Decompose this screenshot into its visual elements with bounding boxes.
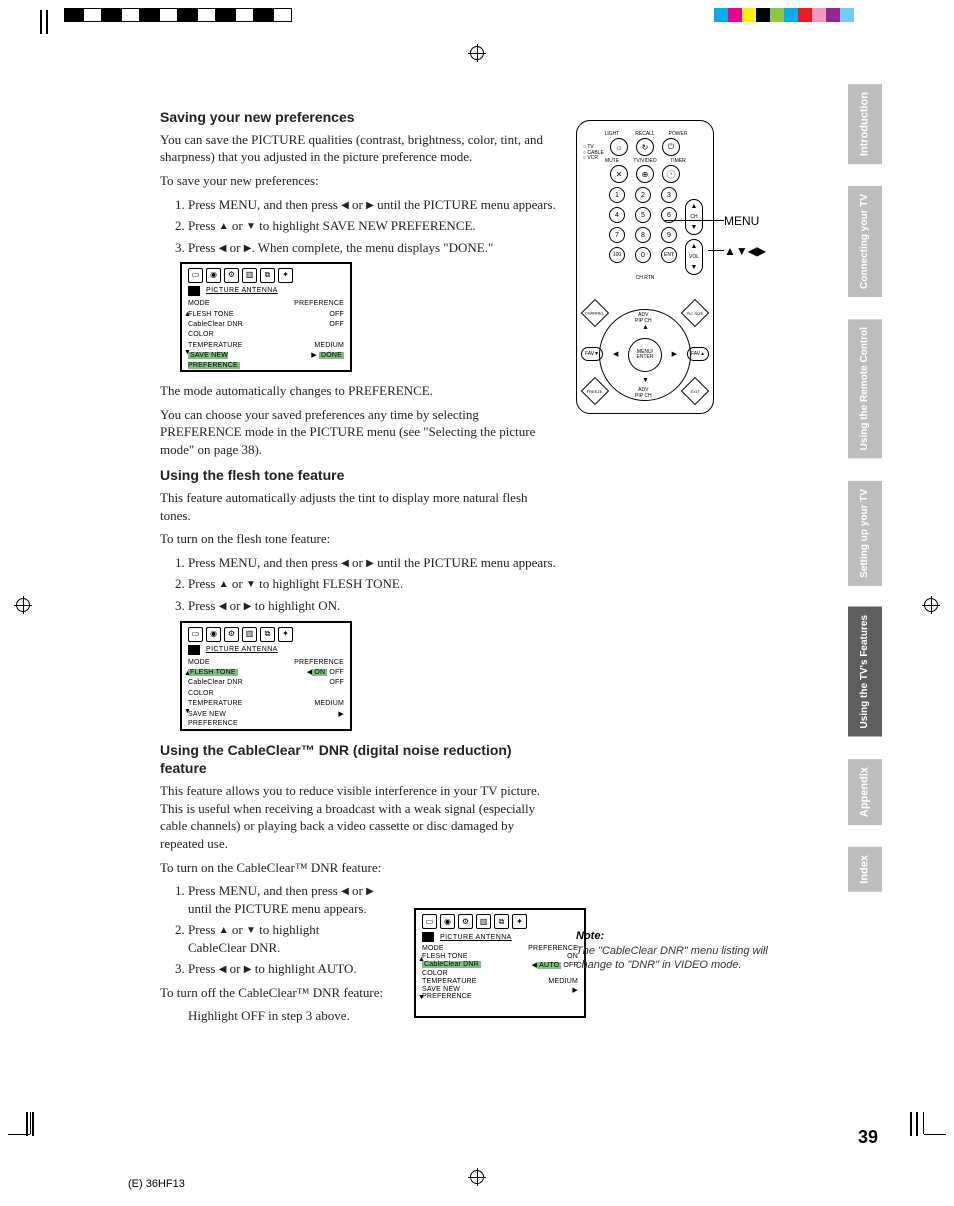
sec3-li3: Press ◀ or ▶ to highlight AUTO.	[188, 960, 380, 978]
left-arrow-icon: ◀	[219, 963, 227, 977]
right-arrow-icon: ▶	[366, 885, 374, 899]
right-arrow-icon: ▶	[244, 242, 252, 256]
remote-ch-vol: ▲CH▼ ▲VOL▼	[685, 199, 703, 275]
sec1-p1: You can save the PICTURE qualities (cont…	[160, 131, 560, 166]
remote-diagram: ○ TV○ CABLE○ VCR LIGHTRECALLPOWER ☼↻⏻ MU…	[576, 120, 714, 414]
tab-remote[interactable]: Using the Remote Control	[848, 319, 882, 458]
heading-saving: Saving your new preferences	[160, 108, 560, 127]
sec1-p3: The mode automatically changes to PREFER…	[160, 382, 560, 400]
tab-connecting[interactable]: Connecting your TV	[848, 186, 882, 297]
up-arrow-icon: ▲	[219, 578, 229, 592]
sec2-li1: Press MENU, and then press ◀ or ▶ until …	[188, 554, 560, 572]
sec3-p1: This feature allows you to reduce visibl…	[160, 782, 560, 852]
right-arrow-icon: ▶	[366, 557, 374, 571]
sec1-p2: To save your new preferences:	[160, 172, 560, 190]
heading-flesh-tone: Using the flesh tone feature	[160, 466, 560, 485]
callout-menu: MENU	[724, 214, 759, 228]
calibration-strip	[0, 8, 954, 22]
right-arrow-icon: ▶	[244, 963, 252, 977]
registration-target-bottom	[468, 1168, 486, 1186]
left-arrow-icon: ◀	[341, 557, 349, 571]
footer-model: (E) 36HF13	[128, 1178, 185, 1190]
sec1-li1: Press MENU, and then press ◀ or ▶ until …	[188, 196, 560, 214]
callout-arrows: ▲▼◀▶	[724, 244, 766, 258]
tab-appendix[interactable]: Appendix	[848, 759, 882, 825]
main-content: Saving your new preferences You can save…	[160, 108, 560, 1031]
sec1-list: Press MENU, and then press ◀ or ▶ until …	[160, 196, 560, 257]
remote-fav-right: FAV▲	[687, 347, 709, 361]
down-arrow-icon: ▼	[246, 924, 256, 938]
down-arrow-icon: ▼	[246, 220, 256, 234]
up-arrow-icon: ▲	[219, 924, 229, 938]
sec2-list: Press MENU, and then press ◀ or ▶ until …	[160, 554, 560, 615]
right-arrow-icon: ▶	[366, 199, 374, 213]
osd-screenshot-2: ▭◉⚙▥⧉✦ PICTURE ANTENNA MODEPREFERENCE ▲ …	[180, 621, 352, 731]
sec1-p4: You can choose your saved preferences an…	[160, 406, 560, 459]
tab-index[interactable]: Index	[848, 847, 882, 892]
sec2-p1: This feature automatically adjusts the t…	[160, 489, 560, 524]
tab-setup[interactable]: Setting up your TV	[848, 481, 882, 586]
sec3-li2: Press ▲ or ▼ to highlight CableClear DNR…	[188, 921, 380, 956]
sec3-p2: To turn on the CableClear™ DNR feature:	[160, 859, 560, 877]
reg-bars-tl	[40, 10, 64, 34]
page-number: 39	[858, 1127, 878, 1148]
remote-fav-left: FAV▼	[581, 347, 603, 361]
sec2-p2: To turn on the flesh tone feature:	[160, 530, 560, 548]
tab-features[interactable]: Using the TV's Features	[848, 607, 882, 737]
right-arrow-icon: ▶	[244, 600, 252, 614]
sec2-li3: Press ◀ or ▶ to highlight ON.	[188, 597, 560, 615]
note-box: Note: The "CableClear DNR" menu listing …	[576, 930, 796, 973]
note-body: The "CableClear DNR" menu listing will c…	[576, 944, 796, 973]
sec1-li2: Press ▲ or ▼ to highlight SAVE NEW PREFE…	[188, 217, 560, 235]
registration-target-right	[922, 596, 940, 614]
reg-bars-br	[894, 1112, 918, 1136]
color-squares	[714, 8, 854, 22]
registration-target-top	[468, 44, 486, 62]
remote-dpad: MENU/ ENTER ADV PIP CH ▲ ▼ ◀ ▶ ADV PIP C…	[599, 309, 691, 401]
side-tabs: Introduction Connecting your TV Using th…	[848, 84, 882, 914]
left-arrow-icon: ◀	[341, 199, 349, 213]
registration-target-left	[14, 596, 32, 614]
sec3-li1: Press MENU, and then press ◀ or ▶ until …	[188, 882, 380, 917]
up-arrow-icon: ▲	[219, 220, 229, 234]
heading-cableclear: Using the CableClear™ DNR (digital noise…	[160, 741, 560, 779]
remote-numpad: 123 456 789 1000ENT	[609, 187, 681, 263]
sec3-list: Press MENU, and then press ◀ or ▶ until …	[160, 882, 380, 978]
osd-screenshot-1: ▭◉⚙▥⧉✦ PICTURE ANTENNA MODEPREFERENCE ▲ …	[180, 262, 352, 372]
remote-chrtn-label: CH RTN	[636, 275, 655, 281]
remote-mode-labels: ○ TV○ CABLE○ VCR	[583, 145, 604, 162]
down-arrow-icon: ▼	[246, 578, 256, 592]
reg-bars-bl	[26, 1112, 50, 1136]
remote-menu-button: MENU/ ENTER	[628, 338, 662, 372]
left-arrow-icon: ◀	[219, 242, 227, 256]
remote-row2: ✕⊕🕐	[577, 165, 713, 183]
bw-squares	[64, 8, 292, 22]
osd-screenshot-3: ▭◉⚙▥⧉✦ PICTURE ANTENNA MODEPREFERENCE ▲ …	[414, 908, 586, 1018]
sec1-li3: Press ◀ or ▶. When complete, the menu di…	[188, 239, 560, 257]
note-heading: Note:	[576, 930, 796, 942]
left-arrow-icon: ◀	[219, 600, 227, 614]
sec2-li2: Press ▲ or ▼ to highlight FLESH TONE.	[188, 575, 560, 593]
tab-introduction[interactable]: Introduction	[848, 84, 882, 164]
left-arrow-icon: ◀	[341, 885, 349, 899]
